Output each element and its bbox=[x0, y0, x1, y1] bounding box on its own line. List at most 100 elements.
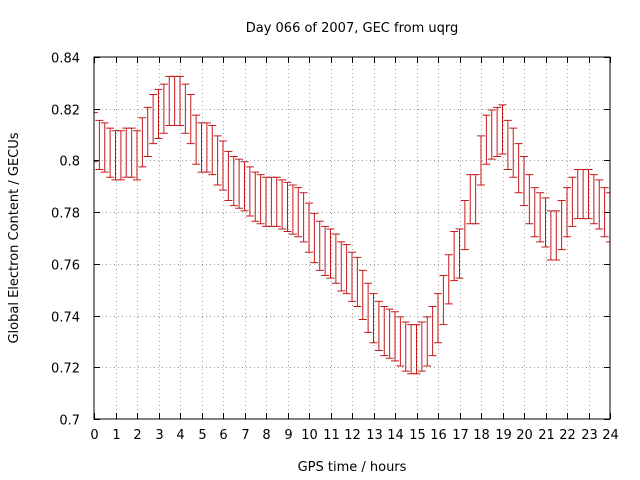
y-tick-label: 0.82 bbox=[51, 104, 80, 119]
error-bar bbox=[159, 83, 168, 134]
error-bar bbox=[288, 184, 297, 235]
error-bar bbox=[256, 174, 265, 225]
error-bar bbox=[396, 316, 405, 367]
error-bar bbox=[143, 106, 152, 158]
x-tick-label: 12 bbox=[344, 428, 361, 443]
x-tick-label: 13 bbox=[366, 428, 383, 443]
error-bar bbox=[213, 135, 222, 186]
error-bar bbox=[224, 150, 233, 202]
error-bar bbox=[116, 130, 125, 181]
x-tick-label: 4 bbox=[176, 428, 184, 443]
error-bar bbox=[401, 321, 410, 372]
error-bar bbox=[100, 122, 109, 173]
y-tick-label: 0.76 bbox=[51, 259, 80, 274]
error-bar bbox=[536, 192, 545, 243]
error-bar bbox=[272, 176, 281, 227]
x-tick-label: 5 bbox=[198, 428, 206, 443]
error-bar bbox=[138, 117, 147, 168]
error-bar bbox=[563, 187, 571, 238]
error-bar bbox=[299, 192, 308, 243]
x-tick-label: 24 bbox=[602, 428, 619, 443]
error-bar bbox=[348, 251, 356, 302]
error-bar bbox=[460, 200, 469, 251]
x-tick-label: 14 bbox=[387, 428, 404, 443]
error-bar bbox=[568, 176, 577, 227]
error-bar bbox=[229, 156, 238, 207]
x-tick-label: 7 bbox=[241, 428, 249, 443]
x-tick-label: 20 bbox=[516, 428, 533, 443]
x-tick-label: 9 bbox=[284, 428, 292, 443]
error-bar bbox=[192, 114, 201, 165]
error-bar bbox=[557, 200, 566, 251]
y-tick-label: 0.72 bbox=[51, 362, 80, 377]
x-tick-label: 11 bbox=[323, 428, 340, 443]
error-bar bbox=[315, 220, 324, 271]
error-bar bbox=[369, 293, 378, 344]
error-bar bbox=[106, 127, 115, 178]
error-bar bbox=[514, 143, 523, 194]
y-tick-labels: 0.7 0.72 0.74 0.76 0.78 0.8 0.82 0.84 bbox=[51, 52, 80, 429]
error-bar bbox=[331, 233, 340, 284]
error-bar bbox=[310, 212, 319, 264]
error-bar-series bbox=[93, 75, 611, 375]
x-tick-label: 17 bbox=[452, 428, 469, 443]
error-bar bbox=[589, 174, 598, 225]
y-tick-label: 0.84 bbox=[51, 52, 80, 67]
error-bar bbox=[181, 83, 190, 134]
error-bar bbox=[240, 161, 249, 212]
y-tick-label: 0.7 bbox=[59, 414, 80, 429]
x-tick-label: 19 bbox=[495, 428, 512, 443]
error-bar bbox=[471, 174, 480, 225]
error-bar bbox=[391, 311, 399, 362]
error-bar bbox=[439, 274, 448, 326]
error-bar bbox=[482, 114, 491, 165]
error-bar bbox=[584, 168, 593, 220]
error-bar bbox=[498, 104, 507, 155]
error-bar bbox=[219, 140, 227, 191]
error-bar bbox=[321, 225, 330, 276]
error-bar bbox=[364, 282, 373, 333]
error-bar bbox=[95, 119, 104, 170]
error-bar bbox=[337, 241, 346, 292]
error-bar bbox=[412, 324, 421, 375]
error-bar bbox=[245, 166, 254, 217]
y-tick-label: 0.74 bbox=[51, 311, 80, 326]
error-bar bbox=[235, 158, 244, 209]
error-bar bbox=[342, 243, 351, 295]
error-bar bbox=[326, 228, 335, 279]
chart-title: Day 066 of 2007, GEC from uqrg bbox=[246, 21, 459, 36]
error-bar bbox=[493, 106, 502, 158]
error-bar bbox=[380, 306, 389, 357]
error-bar bbox=[385, 308, 394, 359]
error-bar bbox=[305, 202, 313, 253]
x-tick-label: 15 bbox=[409, 428, 426, 443]
error-bar bbox=[600, 187, 609, 238]
x-tick-label: 2 bbox=[133, 428, 141, 443]
error-bar bbox=[186, 93, 195, 145]
error-bar bbox=[149, 93, 158, 145]
error-bar bbox=[541, 197, 550, 248]
x-tick-labels: 0 1 2 3 4 5 6 7 8 9 10 11 12 13 14 15 16 17 18 19 20 21 22 23 24 bbox=[90, 428, 618, 443]
error-bar bbox=[423, 316, 432, 367]
x-tick-label: 23 bbox=[581, 428, 598, 443]
error-bar bbox=[127, 127, 136, 178]
error-bar bbox=[434, 293, 442, 344]
x-tick-label: 3 bbox=[155, 428, 163, 443]
error-bar bbox=[428, 306, 437, 357]
plot-frame bbox=[93, 56, 611, 420]
y-axis-label: Global Electron Content / GECUs bbox=[7, 132, 22, 343]
error-bar bbox=[202, 122, 211, 173]
y-tick-label: 0.8 bbox=[59, 155, 80, 170]
x-tick-label: 21 bbox=[538, 428, 555, 443]
x-tick-label: 22 bbox=[559, 428, 576, 443]
error-bar bbox=[595, 179, 604, 230]
y-tick-label: 0.78 bbox=[51, 207, 80, 222]
error-bar bbox=[503, 119, 512, 170]
error-bar bbox=[450, 231, 459, 282]
x-tick-label: 10 bbox=[301, 428, 318, 443]
error-bar bbox=[552, 210, 561, 261]
error-bar bbox=[251, 171, 260, 222]
x-tick-label: 6 bbox=[219, 428, 227, 443]
x-tick-label: 0 bbox=[90, 428, 98, 443]
